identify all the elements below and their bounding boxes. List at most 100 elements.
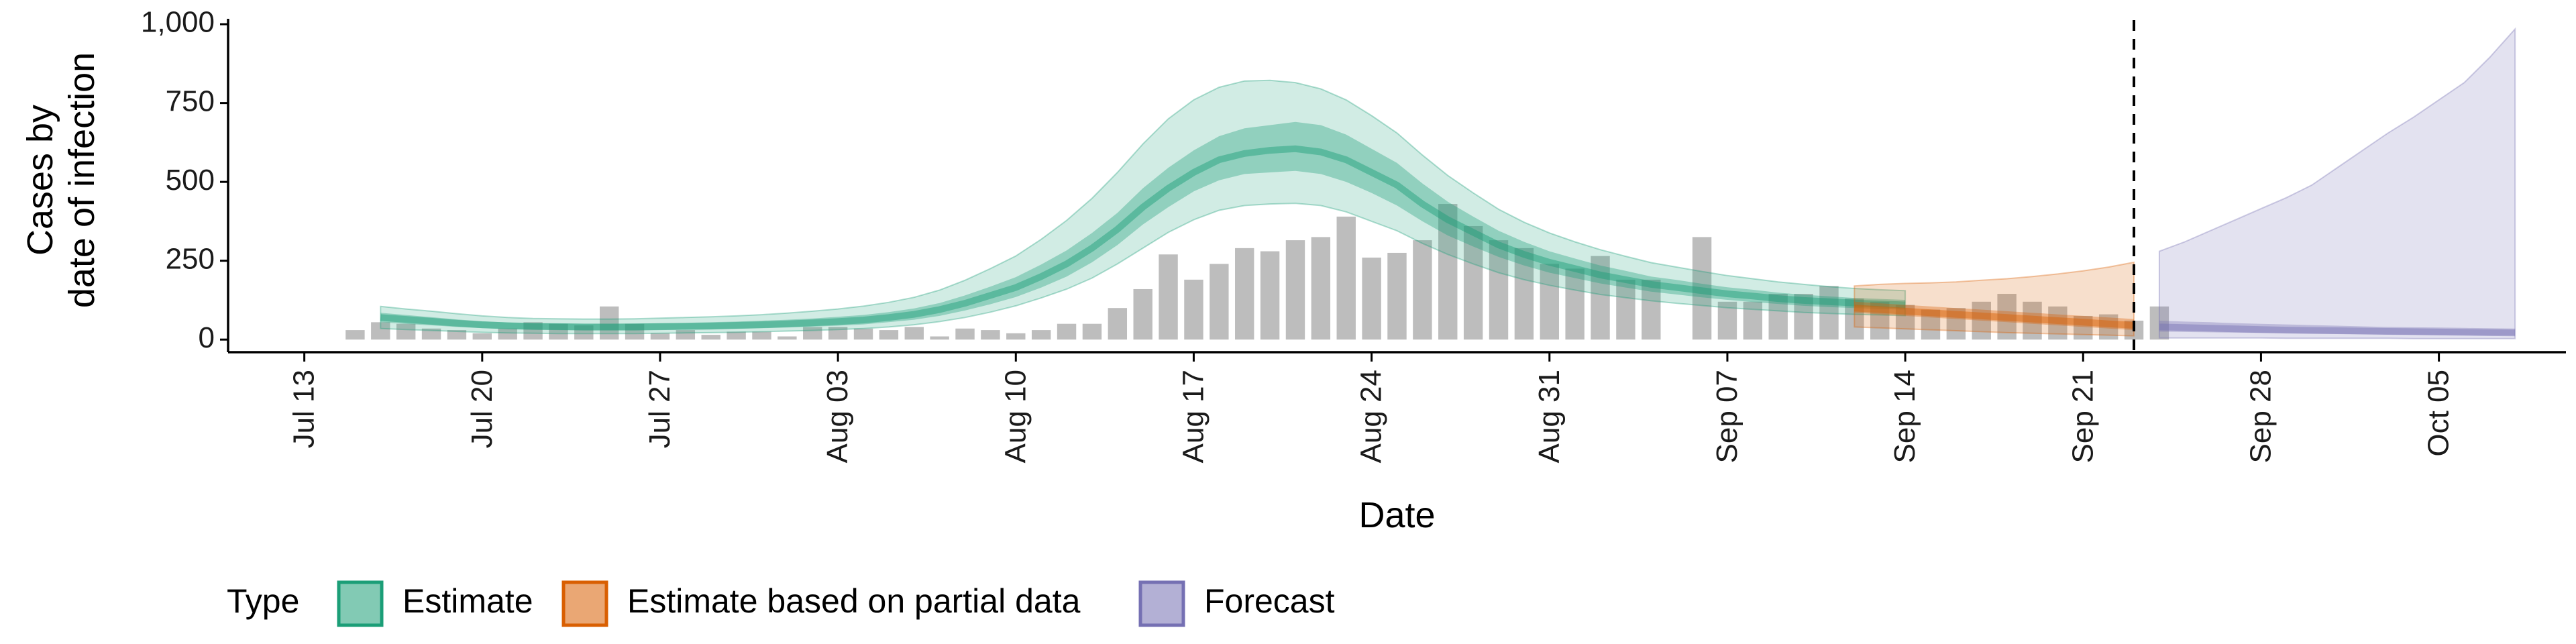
reported-cases-bar (1260, 251, 1280, 340)
legend-label: Forecast (1204, 582, 1335, 620)
y-tick-label: 750 (166, 85, 215, 117)
reported-cases-bar (701, 335, 720, 340)
reported-cases-bar (1768, 294, 1788, 340)
series-forecast (2158, 27, 2516, 339)
reported-cases-bar (1565, 268, 1585, 340)
reported-cases-bar (1819, 286, 1839, 340)
reported-cases-bar (1133, 288, 1152, 340)
reported-cases-bar (1082, 323, 1102, 340)
reported-cases-bar (828, 327, 848, 340)
reported-cases-bar (1438, 204, 1458, 340)
reported-cases-bar (1743, 301, 1763, 340)
inner-credible-band (1854, 301, 2134, 331)
median-line (380, 145, 1906, 331)
x-tick-label: Aug 24 (1355, 370, 1388, 463)
x-tick-label: Jul 20 (466, 370, 498, 448)
reported-cases-bar (396, 323, 416, 340)
legend: Type Estimate Estimate based on partial d… (227, 580, 1335, 627)
reported-cases-bar (803, 327, 822, 340)
reported-cases-bar (981, 330, 1000, 340)
reported-cases-bar (2149, 306, 2169, 340)
reported-cases-bar (1057, 323, 1077, 340)
reported-cases-bar (1895, 305, 1915, 340)
reported-cases-bar (930, 336, 949, 340)
axes: Cases by date of infection Date 0 250 500 7… (20, 6, 2566, 535)
reported-cases-bar (1489, 240, 1509, 340)
reported-cases-bar (1616, 279, 1635, 340)
inner-credible-band (2159, 321, 2516, 336)
reported-cases-bar (1210, 264, 1229, 340)
reported-cases-bar (2098, 314, 2118, 340)
reported-cases-bar (1514, 248, 1534, 340)
outer-credible-band (1854, 261, 2135, 337)
x-tick-label: Sep 07 (1711, 370, 1743, 463)
reported-cases-bar (447, 330, 467, 340)
x-tick-label: Aug 03 (821, 370, 854, 463)
plot-area (345, 20, 2516, 352)
x-tick-label: Sep 21 (2066, 370, 2099, 463)
reported-cases-bar (1108, 308, 1128, 340)
legend-label: Estimate based on partial data (627, 582, 1081, 620)
reported-cases-bar (472, 333, 492, 340)
reported-cases-bar (574, 325, 594, 340)
reported-cases-bar (879, 330, 899, 340)
reported-cases-bar (1717, 301, 1737, 340)
series-estimate-based-on-partial-data (1854, 261, 2135, 337)
y-tick-label: 0 (199, 321, 215, 354)
reported-cases-bar (1387, 252, 1407, 340)
reported-cases-bar (650, 333, 670, 340)
reported-cases-bar (1794, 294, 1813, 340)
legend-key (1138, 580, 1185, 627)
reported-cases-bar (777, 336, 797, 340)
legend-label: Estimate (402, 582, 533, 620)
reported-cases-bar (2023, 301, 2042, 340)
y-axis-title-line-2: date of infection (62, 52, 102, 308)
reported-cases-bar (1540, 264, 1559, 340)
legend-title: Type (227, 582, 299, 620)
x-tick-label: Sep 14 (1888, 370, 1921, 463)
reported-cases-bar (955, 328, 975, 340)
reported-cases-bar (549, 323, 568, 340)
y-tick-label: 1,000 (141, 6, 215, 39)
median-line (2159, 323, 2516, 337)
reported-cases-bar (1642, 279, 1661, 340)
reported-cases-bar (727, 331, 746, 340)
reported-cases-bar (1235, 248, 1254, 340)
reported-cases-bar (1184, 279, 1203, 340)
median-line (1854, 305, 2135, 329)
reported-cases-bar (1336, 216, 1356, 340)
reported-cases-bar (1692, 237, 1712, 340)
x-tick-label: Aug 17 (1177, 370, 1210, 463)
x-tick-label: Aug 31 (1533, 370, 1566, 463)
y-tick-label: 500 (166, 164, 215, 197)
reported-cases-bar (1311, 237, 1331, 340)
legend-key (337, 580, 384, 627)
reported-cases-bar (1972, 301, 1991, 340)
legend-key (561, 580, 608, 627)
reported-cases-bar (625, 323, 645, 340)
x-tick-label: Aug 10 (999, 370, 1032, 463)
reported-cases-bar (1870, 301, 1890, 340)
x-axis-title: Date (1358, 495, 1435, 535)
reported-cases-bar (904, 327, 924, 340)
reported-cases-bar (1285, 240, 1305, 340)
x-tick-label: Oct 05 (2422, 370, 2455, 457)
reported-cases-bar (498, 328, 517, 340)
y-tick-label: 250 (166, 242, 215, 275)
reported-cases-bar (523, 322, 543, 340)
reported-cases-bar (1362, 257, 1381, 340)
reported-cases-bar (1413, 240, 1432, 340)
reported-cases-bar (421, 328, 441, 340)
reported-cases-bar (1997, 294, 2017, 340)
reported-cases-bar (600, 306, 619, 340)
reported-cases-bar (371, 322, 390, 340)
outer-credible-band (2158, 27, 2516, 339)
y-axis-title-line-1: Cases by (20, 105, 60, 256)
x-tick-label: Jul 27 (643, 370, 676, 448)
reported-cases-bar (1463, 225, 1483, 340)
reported-cases-bar (2074, 315, 2093, 340)
x-tick-label: Sep 28 (2244, 370, 2277, 463)
reported-cases-bar (752, 331, 771, 340)
reported-cases-bar (1845, 299, 1864, 340)
